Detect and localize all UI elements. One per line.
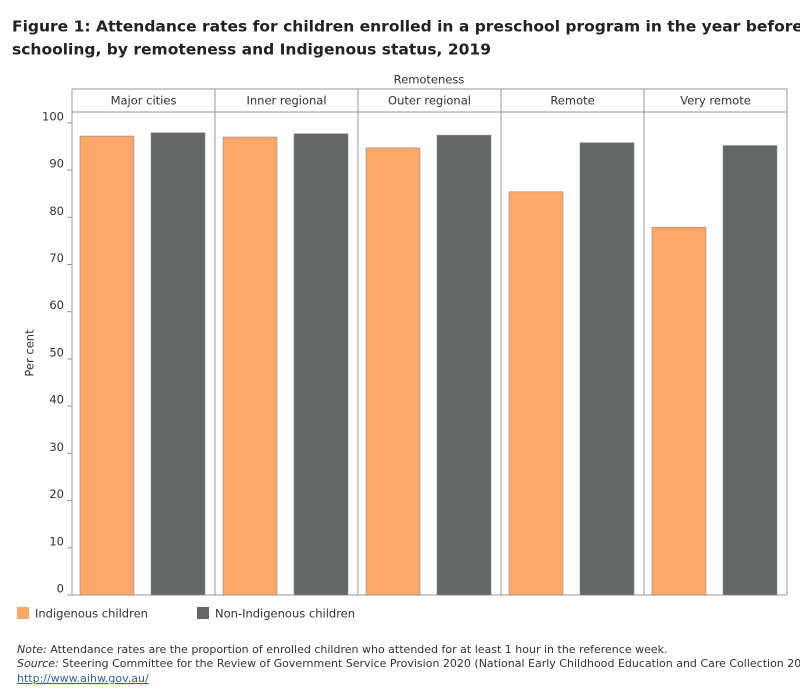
bar — [365, 147, 421, 596]
note-label: Note: — [17, 643, 47, 656]
y-tick-label: 40 — [49, 393, 64, 407]
source-text: Steering Committee for the Review of Gov… — [59, 657, 800, 670]
legend-swatch — [197, 607, 209, 619]
note: Note: Attendance rates are the proportio… — [17, 643, 667, 656]
source-label: Source: — [17, 657, 59, 670]
panel-header: Outer regional — [388, 94, 471, 108]
bar — [436, 134, 492, 596]
bar — [651, 226, 707, 596]
y-tick-label: 60 — [49, 298, 64, 312]
panel-header: Remote — [550, 94, 594, 108]
bar — [508, 191, 564, 596]
facet-axis-label: Remoteness — [394, 73, 465, 87]
y-tick-label: 80 — [49, 204, 64, 218]
bar — [722, 145, 778, 596]
panel-header: Inner regional — [246, 94, 326, 108]
y-tick-label: 90 — [49, 157, 64, 171]
y-axis-label: Per cent — [23, 329, 37, 377]
bar — [150, 132, 206, 596]
panel-header: Major cities — [111, 94, 177, 108]
bar — [293, 133, 349, 596]
chart-title: schooling, by remoteness and Indigenous … — [12, 41, 491, 59]
y-tick-label: 20 — [49, 487, 64, 501]
legend-label: Non-Indigenous children — [215, 607, 355, 621]
panel-header: Very remote — [680, 94, 751, 108]
legend-swatch — [17, 607, 29, 619]
y-tick-label: 30 — [49, 440, 64, 454]
source-link[interactable]: http://www.aihw.gov.au/ — [17, 672, 149, 685]
y-tick-label: 10 — [49, 534, 64, 548]
bar — [79, 135, 135, 596]
legend-label: Indigenous children — [35, 607, 148, 621]
bar — [579, 142, 635, 596]
y-tick-label: 50 — [49, 345, 64, 359]
y-tick-label: 70 — [49, 251, 64, 265]
source: Source: Steering Committee for the Revie… — [17, 657, 800, 670]
bar — [222, 136, 278, 596]
chart-title: Figure 1: Attendance rates for children … — [12, 18, 800, 36]
y-tick-label: 100 — [42, 109, 64, 123]
note-text: Attendance rates are the proportion of e… — [47, 643, 668, 656]
y-tick-label: 0 — [57, 582, 64, 596]
